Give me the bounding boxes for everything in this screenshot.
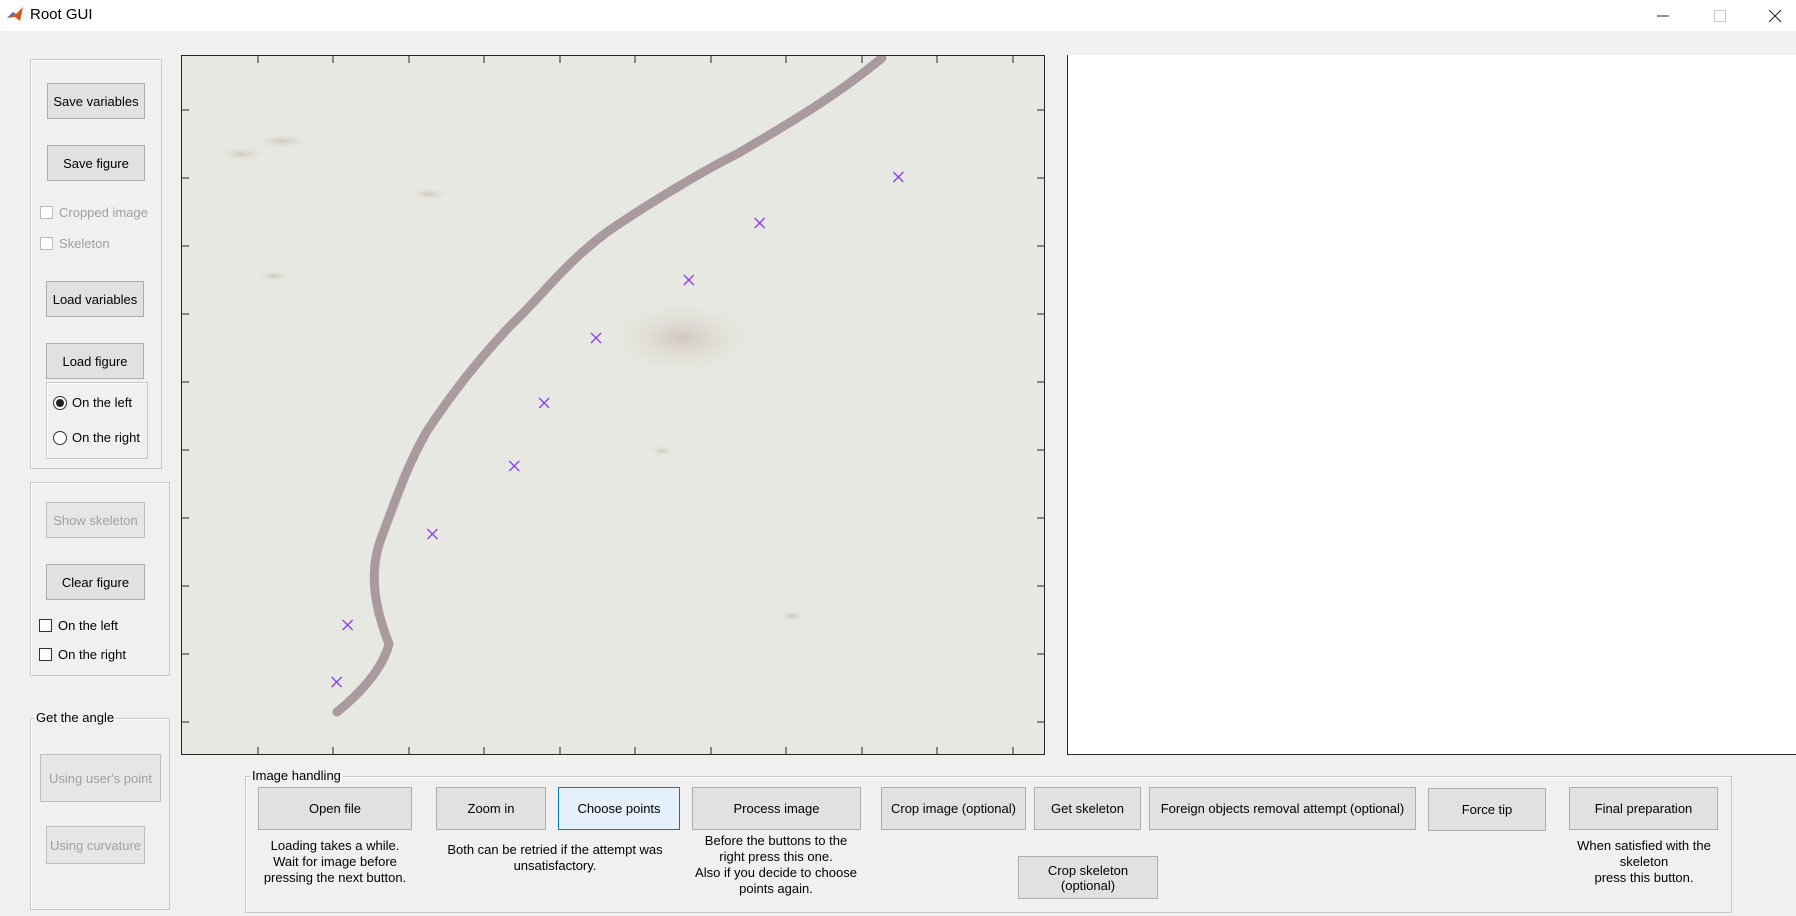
note-line: Before the buttons to the	[704, 833, 848, 848]
save-figure-button[interactable]: Save figure	[47, 145, 145, 181]
load-variables-button[interactable]: Load variables	[46, 281, 144, 317]
file-panel	[30, 59, 162, 469]
image-handling-panel	[245, 776, 1732, 913]
point-marker	[508, 460, 520, 472]
skeleton-panel	[30, 482, 170, 676]
using-curvature-button[interactable]: Using curvature	[46, 826, 145, 864]
angle-panel-title: Get the angle	[34, 710, 117, 725]
window-title: Root GUI	[30, 6, 93, 23]
foreign-objects-removal-button[interactable]: Foreign objects removal attempt (optiona…	[1149, 787, 1416, 830]
background-stain	[217, 146, 267, 162]
skeleton-label: Skeleton	[59, 236, 110, 251]
note-line: Both can be retried if the attempt was	[447, 842, 663, 857]
load-figure-button[interactable]: Load figure	[46, 343, 144, 379]
clear-figure-button[interactable]: Clear figure	[46, 564, 145, 600]
image-axes-left[interactable]	[181, 55, 1045, 755]
point-markers	[331, 171, 904, 688]
root-image[interactable]	[182, 56, 1044, 754]
load-on-right-label: On the right	[72, 430, 140, 445]
point-marker	[426, 528, 438, 540]
axis-ticks	[182, 56, 1044, 754]
clear-on-left-label: On the left	[58, 618, 118, 633]
point-marker	[754, 217, 766, 229]
open-file-note: Loading takes a while. Wait for image be…	[250, 838, 420, 886]
radio-dot	[53, 430, 67, 445]
load-on-right-radio[interactable]: On the right	[53, 430, 140, 445]
clear-on-right-label: On the right	[58, 647, 126, 662]
point-marker	[342, 619, 354, 631]
force-tip-button[interactable]: Force tip	[1428, 788, 1546, 831]
note-line: press this button.	[1594, 870, 1694, 885]
checkbox-box	[39, 648, 52, 661]
minimize-button[interactable]	[1640, 0, 1686, 31]
background-stain	[256, 270, 292, 282]
open-file-button[interactable]: Open file	[258, 787, 412, 830]
maximize-button[interactable]	[1697, 0, 1743, 31]
close-button[interactable]	[1752, 0, 1796, 31]
matlab-icon	[6, 5, 24, 23]
note-line: Loading takes a while.	[270, 838, 400, 853]
choose-points-button[interactable]: Choose points	[558, 787, 680, 830]
using-users-point-button[interactable]: Using user's point	[40, 754, 161, 802]
show-skeleton-button[interactable]: Show skeleton	[46, 502, 145, 538]
crop-image-button[interactable]: Crop image (optional)	[881, 787, 1026, 830]
title-bar: Root GUI	[0, 0, 1796, 31]
minimize-icon	[1657, 15, 1669, 16]
clear-on-right-checkbox[interactable]: On the right	[39, 647, 126, 662]
angle-panel	[30, 718, 170, 910]
load-on-left-radio[interactable]: On the left	[53, 395, 132, 410]
note-line: right press this one.	[719, 849, 833, 864]
point-marker	[683, 274, 695, 286]
crop-skeleton-button[interactable]: Crop skeleton (optional)	[1018, 856, 1158, 899]
note-line: pressing the next button.	[263, 870, 407, 885]
background-stain	[602, 298, 762, 378]
cropped-image-label: Cropped image	[59, 205, 148, 220]
load-on-left-label: On the left	[72, 395, 132, 410]
retry-note: Both can be retried if the attempt was u…	[430, 842, 680, 874]
radio-dot	[53, 395, 67, 410]
image-axes-right[interactable]	[1067, 55, 1796, 755]
get-skeleton-button[interactable]: Get skeleton	[1034, 787, 1141, 830]
final-preparation-button[interactable]: Final preparation	[1569, 787, 1718, 830]
background-stain	[409, 187, 449, 201]
process-image-button[interactable]: Process image	[692, 787, 861, 830]
figure-side-group	[46, 382, 148, 459]
process-image-note: Before the buttons to the right press th…	[690, 833, 862, 897]
checkbox-box	[39, 619, 52, 632]
background-stain	[778, 610, 806, 622]
note-line: skeleton	[1619, 854, 1669, 869]
point-marker	[331, 676, 343, 688]
root-curve	[332, 56, 887, 717]
save-variables-button[interactable]: Save variables	[47, 83, 145, 119]
skeleton-checkbox[interactable]: Skeleton	[40, 236, 110, 251]
close-icon	[1768, 9, 1782, 22]
background-stain	[648, 445, 676, 457]
maximize-icon	[1714, 9, 1726, 22]
note-line: When satisfied with the	[1577, 838, 1711, 853]
point-marker	[892, 171, 904, 183]
note-line: Wait for image before	[273, 854, 397, 869]
final-preparation-note: When satisfied with the skeleton press t…	[1560, 838, 1728, 886]
image-handling-title: Image handling	[250, 768, 343, 783]
clear-on-left-checkbox[interactable]: On the left	[39, 618, 118, 633]
point-marker	[590, 332, 602, 344]
checkbox-box	[40, 206, 53, 219]
checkbox-box	[40, 237, 53, 250]
note-line: points again.	[739, 881, 813, 896]
cropped-image-checkbox[interactable]: Cropped image	[40, 205, 148, 220]
note-line: Also if you decide to choose	[695, 865, 857, 880]
zoom-in-button[interactable]: Zoom in	[436, 787, 546, 830]
point-marker	[538, 397, 550, 409]
background-stain	[252, 133, 312, 149]
note-line: unsatisfactory.	[513, 858, 597, 873]
